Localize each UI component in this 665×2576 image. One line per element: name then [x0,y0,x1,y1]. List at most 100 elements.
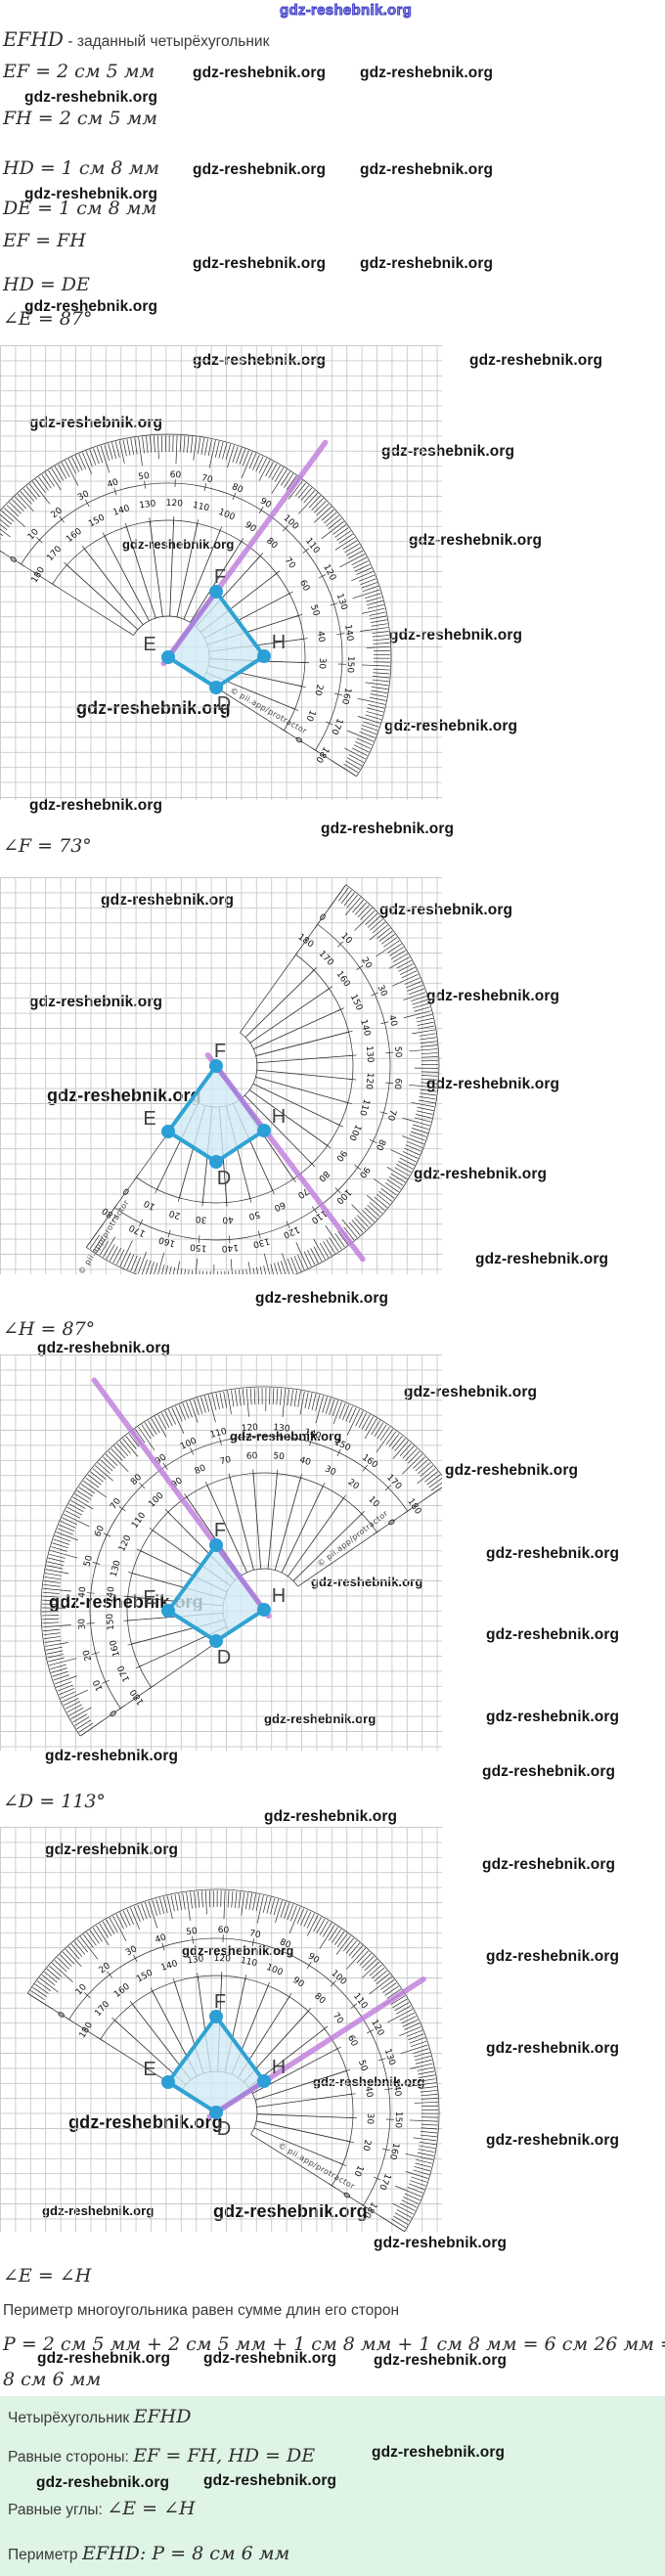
vertex-dot-E [161,650,175,664]
angle-ray [206,1976,426,2120]
vertex-label-H: H [272,1585,286,1607]
watermark: gdz-reshebnik.org [486,2132,620,2149]
watermark: gdz-reshebnik.org [255,1290,389,1307]
svg-text:140: 140 [342,624,354,643]
answer-perimeter-math: EFHD: P = 8 см 6 мм [81,2543,290,2564]
watermark: gdz-reshebnik.org [379,902,513,918]
svg-text:180: 180 [29,565,47,585]
watermark: gdz-reshebnik.org [193,255,327,272]
svg-text:110: 110 [303,536,322,555]
svg-text:180: 180 [405,1497,422,1517]
watermark: gdz-reshebnik.org [182,1943,294,1958]
angle-ray [160,439,329,667]
svg-text:70: 70 [331,2011,345,2025]
svg-text:120: 120 [363,1072,375,1089]
svg-text:90: 90 [306,1951,321,1966]
svg-text:60: 60 [218,1926,230,1935]
watermark: gdz-reshebnik.org [381,443,515,460]
angle-ray [204,1052,366,1263]
svg-text:110: 110 [357,1098,371,1117]
figure-angle-H: 0 180 10 170 20 160 30 150 40 140 50 130 60 120 70 110 8… [0,1355,442,1751]
watermark: gdz-reshebnik.org [482,1856,616,1873]
angle-F-heading: ∠F = 73° [3,835,92,857]
svg-text:30: 30 [124,1944,139,1958]
watermark: gdz-reshebnik.org [45,1842,179,1858]
svg-text:20: 20 [82,1649,95,1663]
watermark: gdz-reshebnik.org [486,1626,620,1643]
watermark: gdz-reshebnik.org [68,2112,223,2132]
perimeter-rule-text: Периметр многоугольника равен сумме длин… [3,2302,400,2319]
svg-text:30: 30 [365,2112,375,2124]
svg-text:100: 100 [281,513,300,532]
vertex-label-H: H [272,632,286,653]
svg-text:150: 150 [87,512,107,529]
svg-text:130: 130 [110,1559,123,1577]
watermark: gdz-reshebnik.org [311,1575,423,1589]
svg-text:170: 170 [317,950,335,968]
svg-text:40: 40 [315,631,326,644]
vertex-label-F: F [214,1041,226,1062]
svg-text:130: 130 [139,499,157,511]
answer-title: Четырёхугольник EFHD [8,2406,191,2427]
watermark: gdz-reshebnik.org [193,65,327,81]
svg-text:180: 180 [128,1687,146,1707]
answer-perimeter: Периметр EFHD: P = 8 см 6 мм [8,2543,289,2564]
svg-text:40: 40 [222,1214,234,1224]
watermark: gdz-reshebnik.org [24,298,158,315]
svg-text:30: 30 [375,984,388,999]
watermark: gdz-reshebnik.org [76,698,231,718]
vertex-label-F: F [214,566,226,588]
svg-text:100: 100 [346,1123,363,1142]
svg-text:130: 130 [273,1423,290,1435]
watermark: gdz-reshebnik.org [360,161,494,178]
svg-text:50: 50 [308,603,321,617]
svg-text:40: 40 [298,1455,312,1468]
watermark: gdz-reshebnik.org [45,1748,179,1764]
watermark: gdz-reshebnik.org [426,988,560,1004]
svg-text:80: 80 [264,536,279,551]
svg-text:0: 0 [340,2190,352,2199]
vertex-dot-F [209,1538,223,1552]
svg-text:60: 60 [392,1078,403,1090]
svg-text:90: 90 [243,520,257,535]
answer-angles-math: ∠E = ∠H [107,2498,196,2519]
svg-text:20: 20 [346,1478,361,1492]
svg-text:80: 80 [316,1169,331,1183]
svg-text:140: 140 [106,1586,117,1604]
svg-text:70: 70 [219,1455,233,1468]
watermark: gdz-reshebnik.org [360,65,494,81]
svg-text:140: 140 [390,2079,402,2098]
svg-text:120: 120 [241,1423,258,1434]
svg-text:160: 160 [112,1981,132,2000]
svg-text:50: 50 [186,1927,199,1937]
svg-text:180: 180 [313,744,331,764]
problem-statement-text: - заданный четырёхугольник [67,33,270,50]
vertex-dot-F [209,2010,223,2023]
watermark: gdz-reshebnik.org [409,532,543,549]
watermark: gdz-reshebnik.org [414,1166,548,1182]
vertex-dot-D [209,1634,223,1648]
vertex-label-F: F [214,1991,226,2013]
given-FH: FH = 2 см 5 мм [3,108,157,129]
svg-text:60: 60 [246,1451,258,1462]
svg-text:120: 120 [321,563,337,583]
watermark: gdz-reshebnik.org [486,1545,620,1562]
watermark: gdz-reshebnik.org [482,1763,616,1780]
answer-box: Четырёхугольник EFHD Равные стороны: EF … [0,2396,665,2576]
vertex-dot-H [257,649,271,663]
answer-title-label: Четырёхугольник [8,2410,130,2426]
svg-text:60: 60 [93,1524,107,1538]
svg-text:60: 60 [170,470,182,480]
svg-text:170: 170 [116,1664,132,1683]
perimeter-formula: P = 2 см 5 мм + 2 см 5 мм + 1 см 8 мм + … [3,2333,665,2355]
svg-text:70: 70 [385,1108,398,1122]
quadrilateral-name: EFHD [3,27,64,51]
svg-text:30: 30 [195,1214,207,1224]
watermark: gdz-reshebnik.org [37,2350,171,2367]
svg-text:80: 80 [278,1937,292,1951]
svg-text:130: 130 [187,1954,205,1966]
vertex-label-H: H [272,2057,286,2078]
svg-text:150: 150 [135,1968,155,1984]
svg-text:100: 100 [265,1963,285,1978]
svg-text:0: 0 [292,734,304,744]
